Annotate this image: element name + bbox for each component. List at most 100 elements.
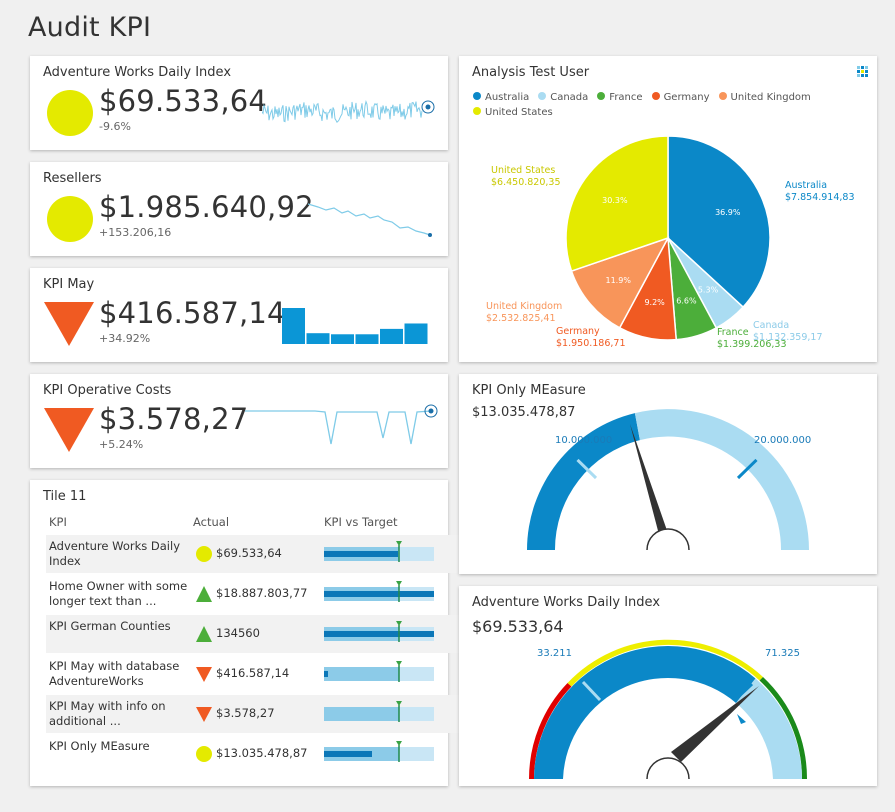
pie-outer-label-name: Germany: [556, 326, 600, 337]
bullet-chart: [324, 621, 434, 642]
kpi-delta: +34.92%: [99, 332, 151, 345]
tile-kpi-only-measure[interactable]: KPI Only MEasure $13.035.478,87 10.000.0…: [459, 374, 877, 574]
pie-outer-label-name: United Kingdom: [486, 301, 562, 312]
pie-legend: Australia Canada France Germany United Kingd…: [473, 90, 853, 120]
legend-swatch: [718, 92, 727, 100]
column-header-kpi[interactable]: KPI: [49, 515, 67, 529]
table-row[interactable]: KPI Only MEasure $13.035.478,87: [46, 735, 466, 773]
bullet-target-marker-icon: [396, 701, 402, 706]
bullet-target-marker-icon: [396, 621, 402, 626]
column-header-kpi-vs-target[interactable]: KPI vs Target: [324, 515, 398, 529]
kpi-actual: 134560: [216, 626, 260, 640]
gauge-value: $13.035.478,87: [472, 405, 576, 420]
legend-item[interactable]: France: [597, 90, 643, 105]
page-title: Audit KPI: [28, 12, 152, 43]
bullet-chart: [324, 701, 434, 722]
legend-swatch: [473, 92, 481, 100]
tile-kpi-may[interactable]: KPI May $416.587,14 +34.92%: [30, 268, 448, 362]
tile-adventure-works-daily-index[interactable]: Adventure Works Daily Index $69.533,64 -…: [30, 56, 448, 150]
green-up-triangle-indicator-icon: [196, 586, 212, 602]
bar: [355, 334, 379, 344]
legend-item[interactable]: Canada: [538, 90, 588, 105]
gauge-daily-index: 33.211 71.325: [529, 639, 808, 780]
legend-label: United Kingdom: [730, 92, 811, 103]
tile-title: Resellers: [43, 171, 102, 186]
kpi-name: Home Owner with some longer text than ..…: [49, 579, 188, 608]
bar: [331, 334, 354, 344]
tile-title: KPI Only MEasure: [472, 383, 586, 398]
kpi-value: $1.985.640,92: [99, 190, 314, 224]
bullet-target-marker-icon: [396, 661, 402, 666]
tile-adventure-works-daily-index-gauge[interactable]: Adventure Works Daily Index $69.533,64 3…: [459, 586, 877, 786]
pie-outer-label-value: $1.399.206,33: [717, 339, 787, 350]
pie-slice[interactable]: [667, 135, 771, 309]
pie-slice-pct-label: 6.6%: [676, 297, 697, 306]
legend-swatch: [651, 92, 660, 100]
gauge-needle: [671, 686, 759, 762]
bullet-progress-bar: [324, 671, 328, 677]
green-up-triangle-indicator-icon: [196, 626, 212, 642]
legend-item[interactable]: Australia: [473, 90, 529, 105]
tile-kpi-table[interactable]: Tile 11 KPI Actual KPI vs Target Adventu…: [30, 480, 466, 786]
kpi-actual: $18.887.803,77: [216, 586, 308, 600]
sparkline-resellers: [308, 203, 432, 237]
bullet-target-marker-icon: [396, 541, 402, 546]
kpi-delta: +5.24%: [99, 438, 144, 451]
bullet-progress-bar: [324, 591, 434, 597]
gauge-tick-label: 71.325: [765, 648, 800, 659]
yellow-circle-indicator-icon: [196, 546, 212, 562]
bar: [404, 323, 428, 344]
tile-analysis-test-user[interactable]: Analysis Test User Australia Canada France…: [459, 56, 877, 362]
legend-item[interactable]: Germany: [651, 90, 710, 105]
legend-swatch: [597, 92, 606, 100]
legend-label: United States: [485, 107, 553, 118]
legend-label: Australia: [485, 92, 530, 103]
legend-item[interactable]: United Kingdom: [718, 90, 811, 105]
kpi-actual: $3.578,27: [216, 706, 275, 720]
legend-swatch: [538, 92, 547, 100]
table-row[interactable]: KPI German Counties 134560: [46, 615, 466, 653]
gauge-needle: [630, 424, 671, 546]
tile-title: Adventure Works Daily Index: [472, 595, 661, 610]
gauge-tick-label: 10.000.000: [555, 435, 612, 446]
bullet-target-marker-icon: [396, 741, 402, 746]
kpi-name: Adventure Works Daily Index: [49, 539, 181, 568]
kpi-value: $3.578,27: [99, 402, 249, 436]
kpi-name: KPI Only MEasure: [49, 739, 150, 753]
table-row[interactable]: Home Owner with some longer text than ..…: [46, 575, 466, 613]
pie-chart[interactable]: 36.9%Australia$7.854.914,835.3%Canada$1.…: [459, 118, 877, 358]
yellow-circle-indicator-icon: [196, 746, 212, 762]
bullet-chart: [324, 661, 434, 682]
table-row[interactable]: Adventure Works Daily Index $69.533,64: [46, 535, 466, 573]
bar: [380, 328, 403, 344]
kpi-actual: $69.533,64: [216, 546, 282, 560]
column-header-actual[interactable]: Actual: [193, 515, 230, 529]
pie-outer-label-name: France: [717, 327, 749, 338]
legend-swatch: [473, 107, 481, 115]
gauge-kpi-only-measure: 10.000.000 20.000.000: [527, 409, 811, 551]
sparkline-daily-index: [262, 100, 435, 124]
pie-slice[interactable]: [570, 236, 670, 329]
pie-slice[interactable]: [565, 135, 669, 273]
kpi-name: KPI German Counties: [49, 619, 171, 633]
bullet-progress-bar: [324, 551, 398, 557]
red-down-triangle-indicator-icon: [196, 667, 212, 682]
legend-label: Canada: [550, 92, 589, 103]
bullet-range-mid: [324, 707, 399, 721]
legend-item[interactable]: United States: [473, 105, 553, 120]
kpi-name: KPI May with info on additional ...: [49, 699, 166, 728]
table-row[interactable]: KPI May with info on additional ... $3.57…: [46, 695, 466, 733]
tile-kpi-operative-costs[interactable]: KPI Operative Costs $3.578,27 +5.24%: [30, 374, 448, 468]
kpi-delta: +153.206,16: [99, 226, 172, 239]
gauge-tick-label: 20.000.000: [754, 435, 811, 446]
tile-resellers[interactable]: Resellers $1.985.640,92 +153.206,16: [30, 162, 448, 256]
red-down-triangle-indicator-icon: [196, 707, 212, 722]
grid-chart-icon[interactable]: [857, 66, 869, 78]
sparkline-operative-costs: [245, 404, 438, 445]
table-row[interactable]: KPI May with database AdventureWorks $416…: [46, 655, 466, 693]
gauge-tick-label: 33.211: [537, 648, 572, 659]
legend-label: France: [609, 92, 643, 103]
bullet-chart: [324, 541, 434, 562]
kpi-name: KPI May with database AdventureWorks: [49, 659, 180, 688]
tile-title: Adventure Works Daily Index: [43, 65, 232, 80]
